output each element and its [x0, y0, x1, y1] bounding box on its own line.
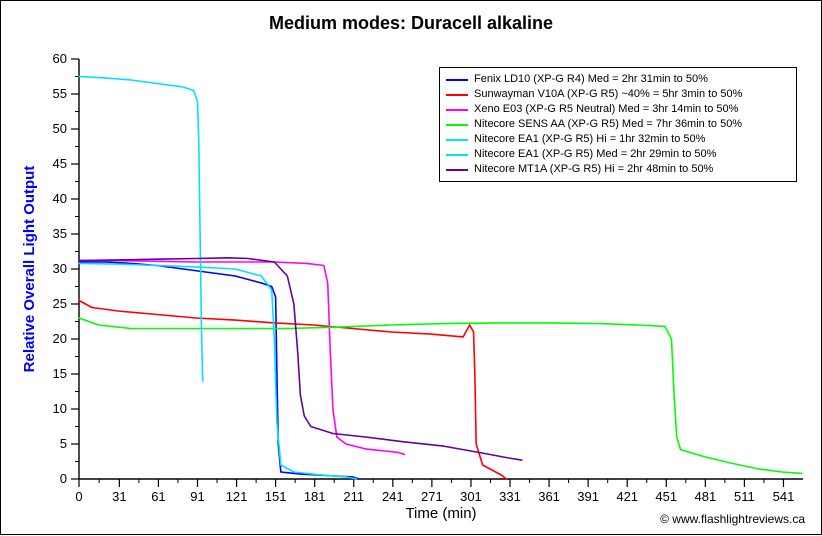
- legend-item-nitecore-sens-aa: Nitecore SENS AA (XP-G R5) Med = 7hr 36m…: [446, 117, 790, 132]
- legend-item-fenix-ld10: Fenix LD10 (XP-G R4) Med = 2hr 31min to …: [446, 72, 790, 87]
- x-tick-label: 451: [655, 489, 677, 504]
- legend-swatch: [446, 124, 468, 126]
- x-tick-label: 91: [190, 489, 204, 504]
- y-tick-label: 40: [53, 191, 67, 206]
- y-tick-label: 0: [60, 471, 67, 486]
- chart-container: Medium modes: Duracell alkaline Relative…: [0, 0, 822, 535]
- x-tick-label: 301: [460, 489, 482, 504]
- x-tick-label: 361: [538, 489, 560, 504]
- x-tick-label: 331: [499, 489, 521, 504]
- series-nitecore-ea1-hi: [79, 77, 203, 382]
- series-nitecore-ea1-med: [79, 263, 356, 479]
- x-tick-label: 121: [226, 489, 248, 504]
- y-tick-label: 5: [60, 436, 67, 451]
- legend-label: Sunwayman V10A (XP-G R5) ~40% = 5hr 3min…: [474, 87, 742, 102]
- legend-swatch: [446, 139, 468, 141]
- legend-swatch: [446, 79, 468, 81]
- series-fenix-ld10: [79, 262, 359, 479]
- y-tick-label: 50: [53, 121, 67, 136]
- legend-label: Fenix LD10 (XP-G R4) Med = 2hr 31min to …: [474, 72, 708, 87]
- x-tick-label: 61: [151, 489, 165, 504]
- x-tick-label: 31: [112, 489, 126, 504]
- x-tick-label: 151: [265, 489, 287, 504]
- x-tick-label: 271: [421, 489, 443, 504]
- legend-item-nitecore-ea1-hi: Nitecore EA1 (XP-G R5) Hi = 1hr 32min to…: [446, 132, 790, 147]
- legend-swatch: [446, 94, 468, 96]
- x-tick-label: 421: [616, 489, 638, 504]
- legend-item-xeno-e03: Xeno E03 (XP-G R5 Neutral) Med = 3hr 14m…: [446, 102, 790, 117]
- y-tick-label: 60: [53, 51, 67, 66]
- copyright-text: © www.flashlightreviews.ca: [660, 512, 805, 526]
- legend: Fenix LD10 (XP-G R4) Med = 2hr 31min to …: [439, 67, 797, 182]
- x-tick-label: 0: [75, 489, 82, 504]
- legend-swatch: [446, 109, 468, 111]
- y-tick-label: 30: [53, 261, 67, 276]
- x-tick-label: 181: [304, 489, 326, 504]
- legend-swatch: [446, 154, 468, 156]
- series-sunwayman-v10a: [79, 301, 506, 480]
- legend-label: Nitecore SENS AA (XP-G R5) Med = 7hr 36m…: [474, 117, 742, 132]
- y-tick-label: 25: [53, 296, 67, 311]
- series-nitecore-mt1a-hi: [79, 258, 522, 460]
- x-tick-label: 511: [734, 489, 755, 504]
- y-tick-label: 10: [53, 401, 67, 416]
- legend-label: Nitecore EA1 (XP-G R5) Hi = 1hr 32min to…: [474, 132, 705, 147]
- x-tick-label: 391: [577, 489, 599, 504]
- x-tick-label: 211: [343, 489, 364, 504]
- legend-label: Xeno E03 (XP-G R5 Neutral) Med = 3hr 14m…: [474, 102, 738, 117]
- y-tick-label: 35: [53, 226, 67, 241]
- series-xeno-e03: [79, 261, 405, 455]
- legend-label: Nitecore MT1A (XP-G R5) Hi = 2hr 48min t…: [474, 162, 713, 177]
- y-tick-label: 20: [53, 331, 67, 346]
- legend-item-nitecore-mt1a-hi: Nitecore MT1A (XP-G R5) Hi = 2hr 48min t…: [446, 162, 790, 177]
- x-tick-label: 241: [382, 489, 404, 504]
- legend-item-sunwayman-v10a: Sunwayman V10A (XP-G R5) ~40% = 5hr 3min…: [446, 87, 790, 102]
- legend-item-nitecore-ea1-med: Nitecore EA1 (XP-G R5) Med = 2hr 29min t…: [446, 147, 790, 162]
- x-tick-label: 541: [773, 489, 795, 504]
- legend-swatch: [446, 169, 468, 171]
- series-nitecore-sens-aa: [79, 318, 802, 473]
- y-tick-label: 55: [53, 86, 67, 101]
- y-tick-label: 45: [53, 156, 67, 171]
- y-tick-label: 15: [53, 366, 67, 381]
- legend-label: Nitecore EA1 (XP-G R5) Med = 2hr 29min t…: [474, 147, 716, 162]
- x-tick-label: 481: [694, 489, 716, 504]
